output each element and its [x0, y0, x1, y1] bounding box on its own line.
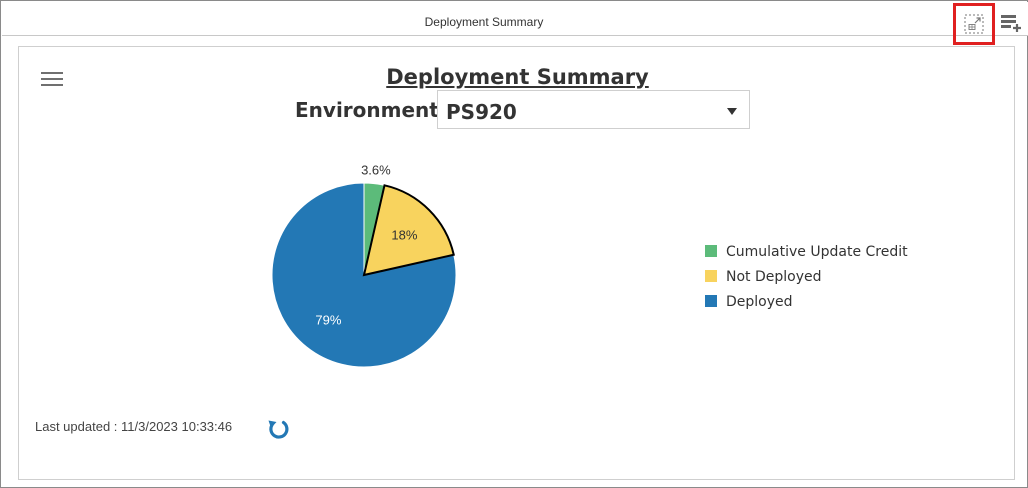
environment-select[interactable]: PS920 — [437, 90, 750, 129]
legend-item[interactable]: Deployed — [705, 294, 793, 310]
last-updated-text: Last updated : 11/3/2023 10:33:46 — [35, 419, 233, 434]
hamburger-menu-icon[interactable] — [41, 72, 65, 88]
environment-label: Environment — [295, 98, 439, 122]
legend-item[interactable]: Not Deployed — [705, 269, 822, 285]
expand-tile-button[interactable] — [953, 3, 995, 45]
legend-swatch — [705, 270, 717, 282]
pie-slice-not-deployed[interactable] — [362, 184, 455, 277]
chevron-down-icon — [727, 108, 737, 115]
legend-item[interactable]: Cumulative Update Credit — [705, 244, 908, 260]
legend-swatch — [705, 245, 717, 257]
pie-data-label: 18% — [391, 228, 417, 243]
expand-tile-icon — [964, 14, 984, 34]
legend-swatch — [705, 295, 717, 307]
pie-chart: 3.6% 18% 79% Cumulative Update Credit Not De… — [271, 163, 908, 368]
refresh-icon[interactable] — [265, 416, 293, 442]
legend-label: Cumulative Update Credit — [726, 244, 908, 260]
pie-data-label: 3.6% — [361, 163, 391, 178]
environment-selected-value: PS920 — [446, 100, 517, 124]
pie-data-label: 79% — [315, 313, 341, 328]
add-tile-icon[interactable] — [999, 12, 1023, 34]
panel-title: Deployment Summary — [386, 65, 649, 89]
tile-title: Deployment Summary — [424, 15, 544, 29]
legend-label: Not Deployed — [726, 269, 822, 285]
tile-titlebar: Deployment Summary — [2, 2, 1028, 36]
deployment-summary-panel: Deployment Summary Environment PS920 3.6… — [18, 46, 1015, 480]
legend-label: Deployed — [726, 294, 793, 310]
